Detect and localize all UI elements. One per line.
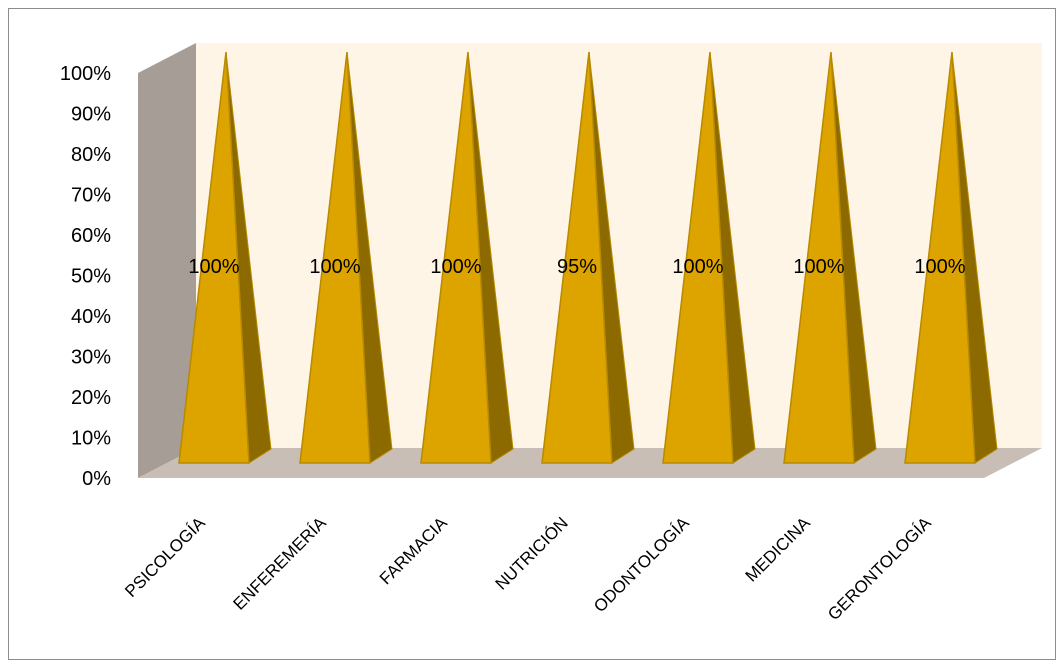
y-tick-label: 50% bbox=[71, 266, 111, 288]
bar bbox=[783, 51, 877, 464]
bars bbox=[178, 51, 998, 464]
x-tick-label: ENFEREMERÍA bbox=[230, 513, 331, 614]
data-label: 100% bbox=[793, 256, 844, 278]
bar bbox=[178, 51, 272, 464]
bar-front-face bbox=[541, 51, 613, 464]
bar bbox=[904, 51, 998, 464]
y-tick-label: 10% bbox=[71, 428, 111, 450]
data-label: 100% bbox=[672, 256, 723, 278]
x-tick-label: MEDICINA bbox=[742, 513, 815, 586]
bar-front-face bbox=[662, 51, 734, 464]
y-tick-label: 20% bbox=[71, 387, 111, 409]
data-label: 100% bbox=[309, 256, 360, 278]
data-label: 100% bbox=[914, 256, 965, 278]
chart-side-wall bbox=[138, 43, 196, 478]
bar bbox=[299, 51, 393, 464]
y-axis: 0% 10% 20% 30% 40% 50% 60% 70% 80% 90% 100% bbox=[60, 63, 111, 490]
y-tick-label: 100% bbox=[60, 63, 111, 85]
y-tick-label: 40% bbox=[71, 306, 111, 328]
y-tick-label: 70% bbox=[71, 185, 111, 207]
x-tick-label: ODONTOLOGÍA bbox=[590, 513, 693, 616]
y-tick-label: 60% bbox=[71, 225, 111, 247]
y-tick-label: 80% bbox=[71, 144, 111, 166]
data-label: 100% bbox=[188, 256, 239, 278]
bar bbox=[662, 51, 756, 464]
x-tick-label: NUTRICIÓN bbox=[492, 513, 572, 593]
bar-front-face bbox=[783, 51, 855, 464]
bar-front-face bbox=[904, 51, 976, 464]
x-tick-label: FARMACIA bbox=[376, 513, 451, 588]
x-axis: PSICOLOGÍA ENFEREMERÍA FARMACIA NUTRICIÓN OD… bbox=[121, 513, 935, 624]
y-tick-label: 0% bbox=[82, 468, 111, 490]
bar bbox=[420, 51, 514, 464]
bar-front-face bbox=[178, 51, 250, 464]
data-label: 100% bbox=[430, 256, 481, 278]
y-tick-label: 90% bbox=[71, 104, 111, 126]
data-label: 95% bbox=[557, 256, 597, 278]
bar bbox=[541, 51, 635, 464]
x-tick-label: GERONTOLOGÍA bbox=[824, 513, 935, 624]
x-tick-label: PSICOLOGÍA bbox=[121, 513, 209, 601]
bar-front-face bbox=[420, 51, 492, 464]
bar-front-face bbox=[299, 51, 371, 464]
y-tick-label: 30% bbox=[71, 347, 111, 369]
data-labels: 100% 100% 100% 95% 100% 100% 100% bbox=[188, 256, 965, 278]
